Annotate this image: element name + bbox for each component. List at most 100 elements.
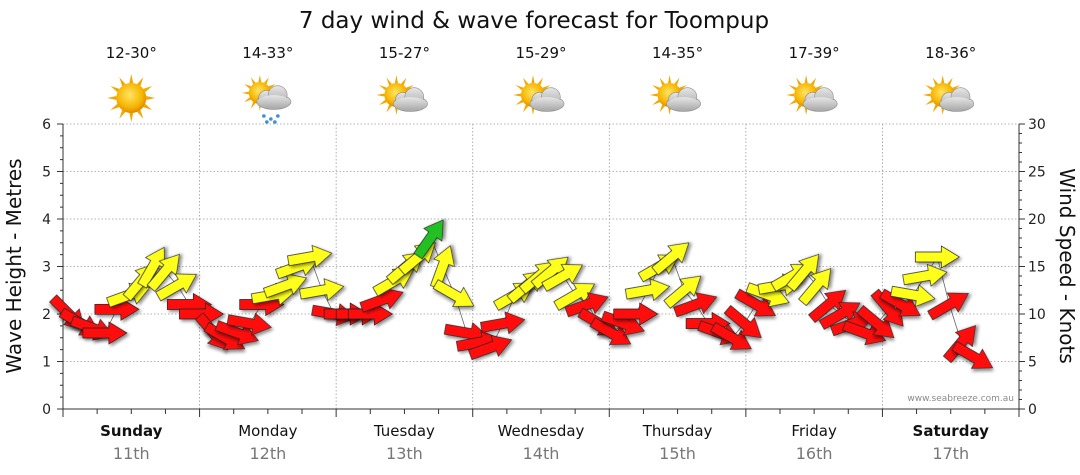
sun-ray (952, 85, 961, 91)
temperature-range: 17-39° (789, 44, 840, 62)
sun-disc (116, 83, 147, 113)
left-tick-label: 2 (42, 307, 51, 323)
temperature-range: 14-35° (652, 44, 703, 62)
date-label: 11th (113, 444, 150, 463)
right-tick-label: 20 (1028, 212, 1046, 228)
sun-ray (244, 97, 252, 102)
sun-ray (674, 77, 680, 86)
sun-ray (379, 99, 387, 105)
date-label: 17th (932, 444, 969, 463)
left-tick-label: 0 (42, 402, 51, 418)
sun-ray (394, 75, 398, 84)
left-tick-label: 4 (42, 212, 51, 228)
left-axis-title: Wave Height - Metres (2, 158, 26, 373)
left-axis-ticks: 0 1 2 3 4 5 6 (42, 117, 63, 418)
left-tick-label: 1 (42, 355, 51, 371)
sun-icon (107, 74, 156, 122)
wind-arrow (299, 278, 345, 302)
sun-ray (146, 96, 156, 100)
sun-ray (515, 99, 524, 105)
wind-arrow (723, 305, 762, 339)
wind-arrow (902, 263, 948, 287)
sun-ray (513, 93, 522, 97)
date-label: 15th (659, 444, 696, 463)
wind-arrow (413, 219, 444, 260)
cloud-shape (666, 87, 701, 112)
wind-arrows (49, 219, 994, 369)
sun-ray (815, 85, 824, 91)
right-axis-ticks: 0 5 10 15 20 25 30 (1019, 117, 1046, 418)
wind-arrow (82, 321, 128, 345)
wind-arrow (613, 302, 659, 326)
sun-ray (401, 77, 407, 86)
wind-arrow (879, 288, 921, 317)
cloud-shape (802, 87, 838, 112)
sun-cloud-icon (513, 75, 565, 115)
sun-ray (137, 109, 144, 119)
wind-arrow (856, 305, 895, 339)
wind-arrow (663, 275, 702, 309)
sun-ray (796, 77, 802, 86)
date-label: 12th (249, 444, 286, 463)
sun-ray (137, 77, 144, 87)
weather-row: 12-30° 14-33° 15-27° 15-29° 14-35° 17-39° 18-3… (106, 44, 976, 124)
sun-ray (659, 104, 665, 113)
sun-ray (241, 91, 249, 95)
sun-ray (786, 93, 795, 97)
sun-ray (796, 104, 802, 113)
wind-arrow (651, 242, 690, 276)
day-label: Sunday (100, 422, 163, 440)
cloud-shape (529, 87, 565, 112)
sun-ray (804, 75, 808, 84)
wind-arrow (710, 321, 752, 350)
wind-arrow (798, 268, 832, 307)
wind-arrow (808, 289, 847, 323)
sun-ray (250, 101, 256, 109)
rain-drop (269, 117, 273, 121)
rain-drop (276, 114, 280, 118)
sun-ray (649, 93, 658, 97)
rain-drop (262, 114, 266, 118)
rain-drop (273, 120, 277, 124)
wind-arrow (468, 335, 513, 360)
wind-arrow (951, 340, 994, 369)
sun-ray (932, 104, 939, 113)
right-axis-title: Wind Speed - Knots (1055, 168, 1079, 364)
date-label: 14th (523, 444, 560, 463)
sun-ray (386, 104, 392, 113)
sun-ray (143, 103, 153, 110)
wind-arrow (914, 245, 960, 269)
wind-arrow (786, 253, 820, 292)
day-label: Tuesday (373, 422, 435, 440)
day-labels: Sunday 11th Monday 12th Tuesday 13th Wednesday… (100, 422, 989, 463)
sun-ray (244, 84, 252, 89)
right-tick-label: 0 (1028, 402, 1037, 418)
credit-text: www.seabreeze.com.au (907, 394, 1014, 404)
sun-ray (668, 75, 672, 84)
chart-title: 7 day wind & wave forecast for Toompup (299, 8, 769, 34)
temperature-range: 12-30° (106, 44, 157, 62)
wind-arrow (589, 317, 632, 345)
sun-ray (652, 99, 661, 105)
sun-ray (941, 75, 945, 84)
sun-ray (143, 86, 153, 93)
wind-arrow (624, 278, 671, 302)
temperature-range: 15-29° (515, 44, 566, 62)
right-tick-label: 15 (1028, 260, 1046, 276)
sun-cloud-icon (649, 75, 701, 115)
wind-arrow (480, 311, 526, 335)
cloud-shape (939, 87, 975, 112)
sun-ray (925, 99, 934, 105)
day-label: Saturday (913, 422, 990, 440)
sun-ray (110, 103, 120, 110)
sun-ray (531, 75, 535, 84)
sun-ray (537, 77, 543, 86)
x-axis-ticks (62, 409, 1020, 417)
right-tick-label: 5 (1028, 355, 1037, 371)
sun-ray (129, 112, 134, 122)
right-tick-label: 30 (1028, 117, 1046, 133)
wind-arrow (870, 288, 904, 327)
cloud-shape (393, 87, 428, 112)
right-tick-label: 25 (1028, 165, 1046, 181)
